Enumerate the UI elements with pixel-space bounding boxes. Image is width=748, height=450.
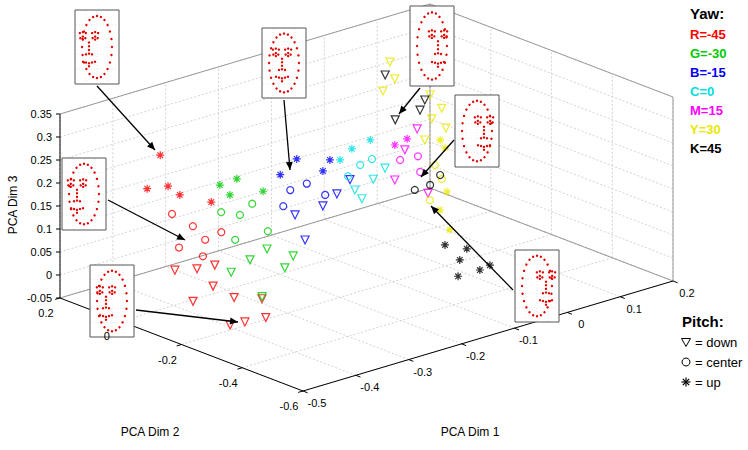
svg-text:Y=30: Y=30 [690, 122, 721, 137]
svg-text:PCA Dim 2: PCA Dim 2 [121, 425, 180, 439]
svg-text:= center: = center [695, 355, 743, 370]
svg-text:-0.2: -0.2 [158, 354, 177, 366]
svg-text:K=45: K=45 [690, 141, 721, 156]
svg-text:G=-30: G=-30 [690, 46, 727, 61]
svg-text:0.1: 0.1 [626, 303, 641, 315]
svg-text:-0.4: -0.4 [360, 381, 379, 393]
svg-text:-0.1: -0.1 [519, 334, 538, 346]
svg-text:C=0: C=0 [690, 84, 714, 99]
svg-text:B=-15: B=-15 [690, 65, 726, 80]
svg-text:0: 0 [46, 269, 52, 281]
svg-text:0: 0 [104, 330, 110, 342]
svg-text:Pitch:: Pitch: [682, 313, 724, 330]
svg-text:0.2: 0.2 [38, 307, 53, 319]
svg-text:-0.05: -0.05 [27, 292, 52, 304]
svg-text:-0.4: -0.4 [219, 377, 238, 389]
svg-text:M=15: M=15 [690, 103, 723, 118]
svg-text:R=-45: R=-45 [690, 27, 726, 42]
svg-text:0.3: 0.3 [37, 131, 52, 143]
svg-text:0.35: 0.35 [31, 108, 52, 120]
svg-text:-0.2: -0.2 [466, 350, 485, 362]
svg-text:Yaw:: Yaw: [690, 5, 724, 22]
svg-text:0.05: 0.05 [31, 246, 52, 258]
svg-text:0.1: 0.1 [37, 223, 52, 235]
svg-text:-0.5: -0.5 [308, 397, 327, 409]
svg-text:0: 0 [578, 318, 584, 330]
svg-text:= down: = down [695, 335, 737, 350]
svg-text:0.15: 0.15 [31, 200, 52, 212]
svg-text:0.2: 0.2 [679, 287, 694, 299]
svg-text:0.25: 0.25 [31, 154, 52, 166]
svg-text:= up: = up [695, 375, 721, 390]
svg-text:0.2: 0.2 [37, 177, 52, 189]
svg-text:-0.3: -0.3 [413, 366, 432, 378]
svg-text:PCA Dim 3: PCA Dim 3 [6, 175, 20, 234]
svg-text:-0.6: -0.6 [280, 400, 299, 412]
svg-text:PCA Dim 1: PCA Dim 1 [441, 425, 500, 439]
